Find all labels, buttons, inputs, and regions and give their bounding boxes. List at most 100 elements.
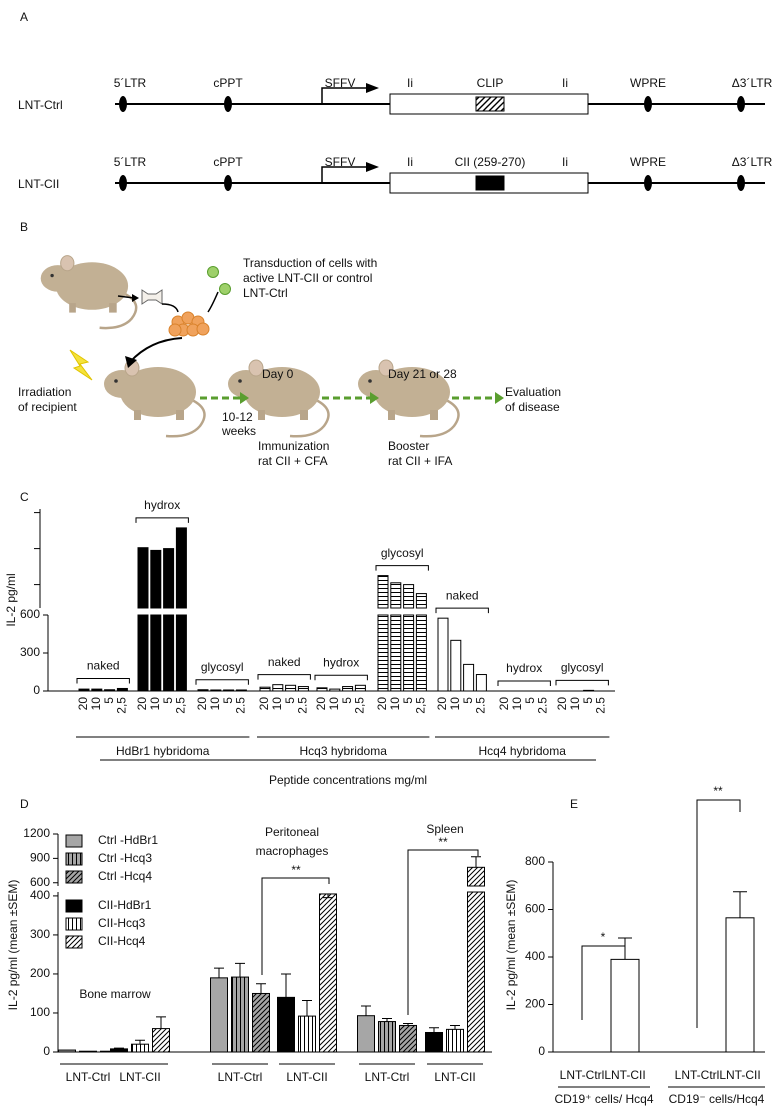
element-label: 5´LTR xyxy=(114,76,147,90)
bar xyxy=(150,614,162,692)
bar xyxy=(272,684,284,692)
hybridoma-label: Hcq3 hybridoma xyxy=(300,744,388,758)
group-label: CD19⁺ cells/ Hcq4 xyxy=(554,1092,653,1106)
x-axis-label: Peptide concentrations mg/ml xyxy=(269,773,427,787)
error-bar xyxy=(214,967,224,978)
bar xyxy=(223,689,235,692)
bar xyxy=(425,1031,443,1053)
cell-icon xyxy=(196,322,210,336)
element-label: Ii xyxy=(562,155,568,169)
group-label: naked xyxy=(446,588,479,602)
element-label: CII (259-270) xyxy=(455,155,526,169)
x-tick-label: 2.5 xyxy=(296,697,310,714)
arrow-head xyxy=(366,83,379,93)
bar xyxy=(725,917,755,1053)
mouse-tail xyxy=(289,398,330,438)
x-tick-label: 10 xyxy=(208,697,222,711)
mouse-leg xyxy=(109,303,117,313)
group-label: hydrox xyxy=(506,661,542,675)
promoter-arrow xyxy=(321,87,370,104)
bar xyxy=(231,976,249,1053)
x-tick-label: 20 xyxy=(135,697,149,711)
hybridoma-label: Hcq4 hybridoma xyxy=(479,744,567,758)
x-tick-label: 10 xyxy=(568,697,582,711)
y-tick-label: 800 xyxy=(525,854,545,868)
x-tick-label: 5 xyxy=(340,697,354,704)
x-tick-label: 10 xyxy=(448,697,462,711)
bar xyxy=(403,614,415,692)
error-bar xyxy=(302,999,312,1017)
mouse-ear xyxy=(60,255,75,272)
bar xyxy=(342,686,354,692)
diagram-text: of disease xyxy=(505,400,560,414)
error-bar xyxy=(382,1017,392,1022)
x-tick-label: LNT-CII xyxy=(719,1068,760,1082)
bar xyxy=(319,893,337,1053)
x-tick-label: 20 xyxy=(375,697,389,711)
bar xyxy=(79,1050,97,1053)
cell-icon xyxy=(168,323,182,337)
bar xyxy=(152,1028,170,1053)
bar xyxy=(399,1024,417,1053)
flow-arrow xyxy=(207,291,219,313)
construct-name: LNT-CII xyxy=(18,177,59,191)
bar xyxy=(259,686,271,692)
panel-letter: D xyxy=(20,797,29,811)
element-label: WPRE xyxy=(630,76,666,90)
element-label: SFFV xyxy=(325,155,356,169)
x-tick-label: 20 xyxy=(555,697,569,711)
x-tick-label: 2.5 xyxy=(594,697,608,714)
mouse-head xyxy=(40,265,75,292)
mouse-eye xyxy=(114,379,118,383)
y-tick-label: 900 xyxy=(30,851,50,865)
legend-label: CII-Hcq3 xyxy=(98,916,146,930)
arrow-head xyxy=(132,294,139,302)
mouse-leg xyxy=(258,410,265,420)
x-tick-label: 5 xyxy=(581,697,595,704)
group-bracket xyxy=(555,679,609,686)
element-label: SFFV xyxy=(325,76,356,90)
bar xyxy=(110,1048,128,1053)
y-tick-label: 600 xyxy=(20,607,40,621)
arrow-head xyxy=(366,162,379,172)
x-tick-label: LNT-CII xyxy=(604,1068,645,1082)
bar xyxy=(163,548,175,609)
bar xyxy=(298,1015,316,1053)
bar xyxy=(390,582,402,609)
diagram-text: of recipient xyxy=(18,400,77,414)
group-label: CD19⁻ cells/Hcq4 xyxy=(669,1092,765,1106)
x-tick-label: 5 xyxy=(401,697,415,704)
error-bar xyxy=(429,1027,439,1033)
group-bracket xyxy=(435,607,489,614)
bar xyxy=(91,688,103,692)
error-bar xyxy=(256,983,266,994)
bar xyxy=(475,674,487,692)
legend-label: CII-Hcq4 xyxy=(98,934,146,948)
y-tick-label: 200 xyxy=(30,966,50,980)
group-bracket xyxy=(76,677,130,684)
panel-letter: E xyxy=(570,797,578,811)
promoter-arrow xyxy=(321,166,370,183)
bone-icon xyxy=(141,289,163,305)
x-tick-label: 20 xyxy=(195,697,209,711)
significance-bracket xyxy=(696,799,741,1028)
mouse-head xyxy=(228,370,264,398)
legend-swatch xyxy=(65,899,83,913)
mouse-icon xyxy=(104,359,206,438)
bar xyxy=(403,584,415,609)
bar xyxy=(58,1049,76,1053)
error-bar xyxy=(403,1023,413,1026)
bar xyxy=(277,996,295,1053)
bar xyxy=(610,958,640,1053)
element-marker xyxy=(119,96,127,112)
element-marker xyxy=(224,96,232,112)
error-bar xyxy=(361,1005,371,1016)
y-tick-label: 400 xyxy=(525,949,545,963)
group-bracket xyxy=(314,674,368,681)
element-marker xyxy=(644,96,652,112)
x-tick-label: 2,5 xyxy=(174,697,188,714)
virus-icon xyxy=(219,283,231,295)
x-tick-label: 2.5 xyxy=(536,697,550,714)
arrow-head xyxy=(370,392,379,404)
